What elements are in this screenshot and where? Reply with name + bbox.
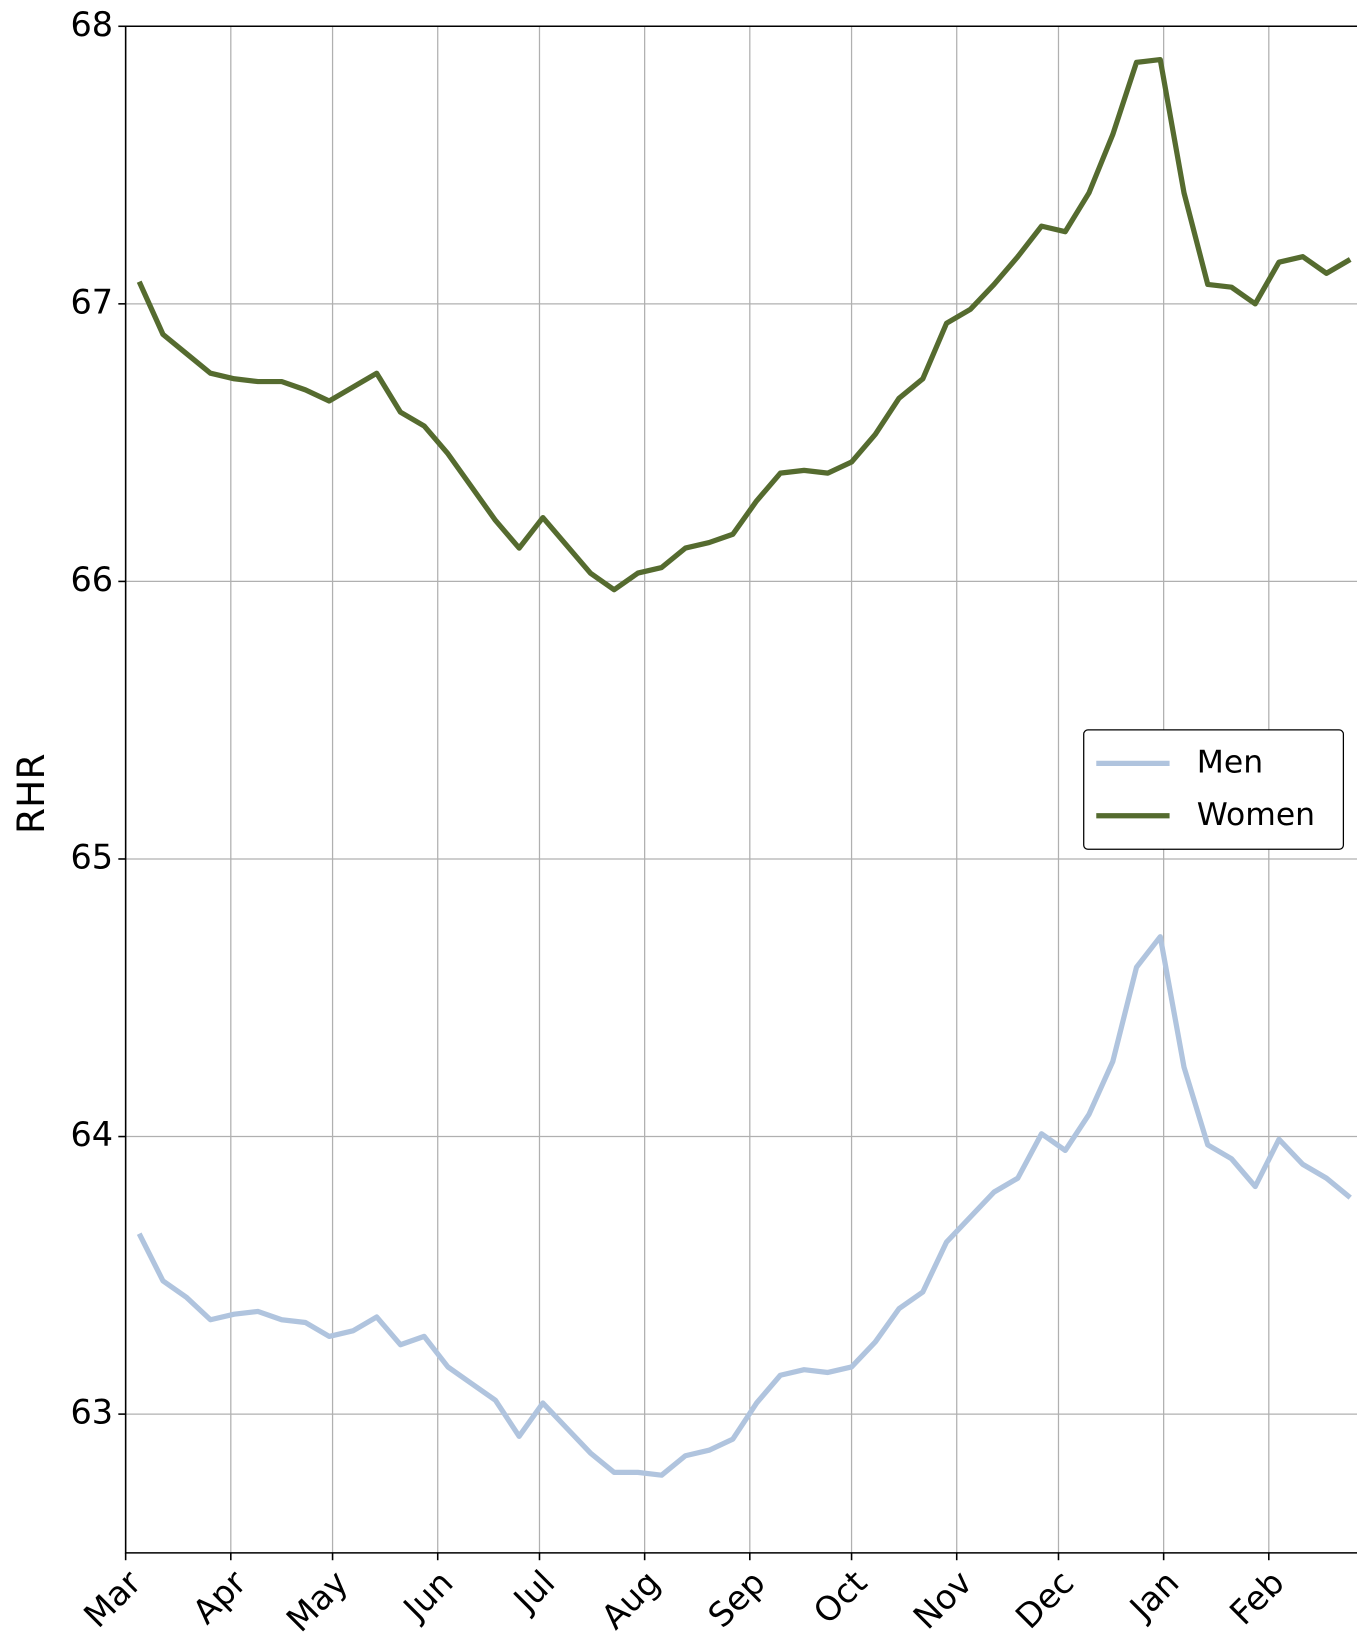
y-tick-label: 65 <box>70 837 113 876</box>
legend: Men Women <box>1083 729 1345 850</box>
y-tick-label: 64 <box>70 1115 113 1154</box>
series-line <box>136 934 1352 1478</box>
y-tick-label: 67 <box>70 282 113 321</box>
x-tick-label: Feb <box>1222 1563 1292 1633</box>
legend-label: Men <box>1197 744 1263 780</box>
y-axis-label: RHR <box>9 753 53 834</box>
x-tick-label: Jun <box>395 1563 461 1629</box>
x-tick-label: May <box>279 1563 356 1640</box>
axes-frame <box>124 25 1357 1554</box>
legend-box <box>1083 729 1345 850</box>
x-tick-label: Jul <box>505 1563 563 1621</box>
legend-label: Women <box>1197 797 1315 833</box>
y-tick-label: 68 <box>70 5 113 44</box>
x-tick-label: Sep <box>700 1563 772 1635</box>
series-line <box>136 56 1352 593</box>
plot-lines <box>136 56 1352 1478</box>
x-tick-label: Oct <box>806 1563 875 1632</box>
y-tick-label: 63 <box>70 1393 113 1432</box>
x-tick-label: Jan <box>1121 1563 1187 1629</box>
x-tick-label: Apr <box>185 1563 254 1632</box>
x-tick-label: Aug <box>594 1563 668 1637</box>
x-tick-label: Dec <box>1008 1563 1081 1636</box>
x-tick-label: Nov <box>906 1563 980 1637</box>
y-tick-label: 66 <box>70 560 113 599</box>
x-tick-label: Mar <box>76 1563 148 1635</box>
